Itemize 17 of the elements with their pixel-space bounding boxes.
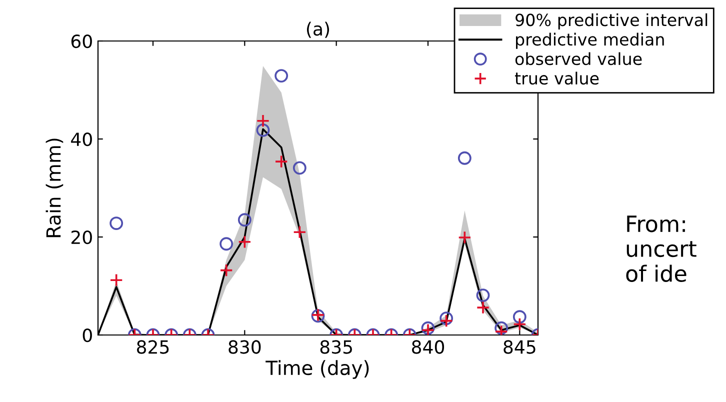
y-tick-label: 40	[71, 132, 92, 146]
y-tick-label: 0	[82, 328, 92, 342]
text: 90% predictive interval	[516, 13, 708, 30]
y-tick-label: 20	[71, 230, 92, 244]
legend-label: observed value	[515, 52, 642, 66]
legend-label: predictive median	[516, 32, 664, 49]
x-tick-label: 840	[412, 340, 444, 354]
y-axis-title: Rain (mm)	[46, 138, 64, 238]
x-axis-title: Time (day)	[266, 360, 369, 379]
text: From: uncert of ide	[626, 216, 696, 282]
x-tick-label: 835	[320, 340, 352, 354]
x-tick-label: 845	[504, 340, 536, 354]
y-tick-label: 60	[71, 34, 92, 48]
chart-title: (a)	[306, 22, 330, 38]
legend-label: true value	[514, 72, 599, 85]
x-tick-label: 825	[136, 340, 169, 354]
x-tick-label: 830	[228, 340, 261, 354]
